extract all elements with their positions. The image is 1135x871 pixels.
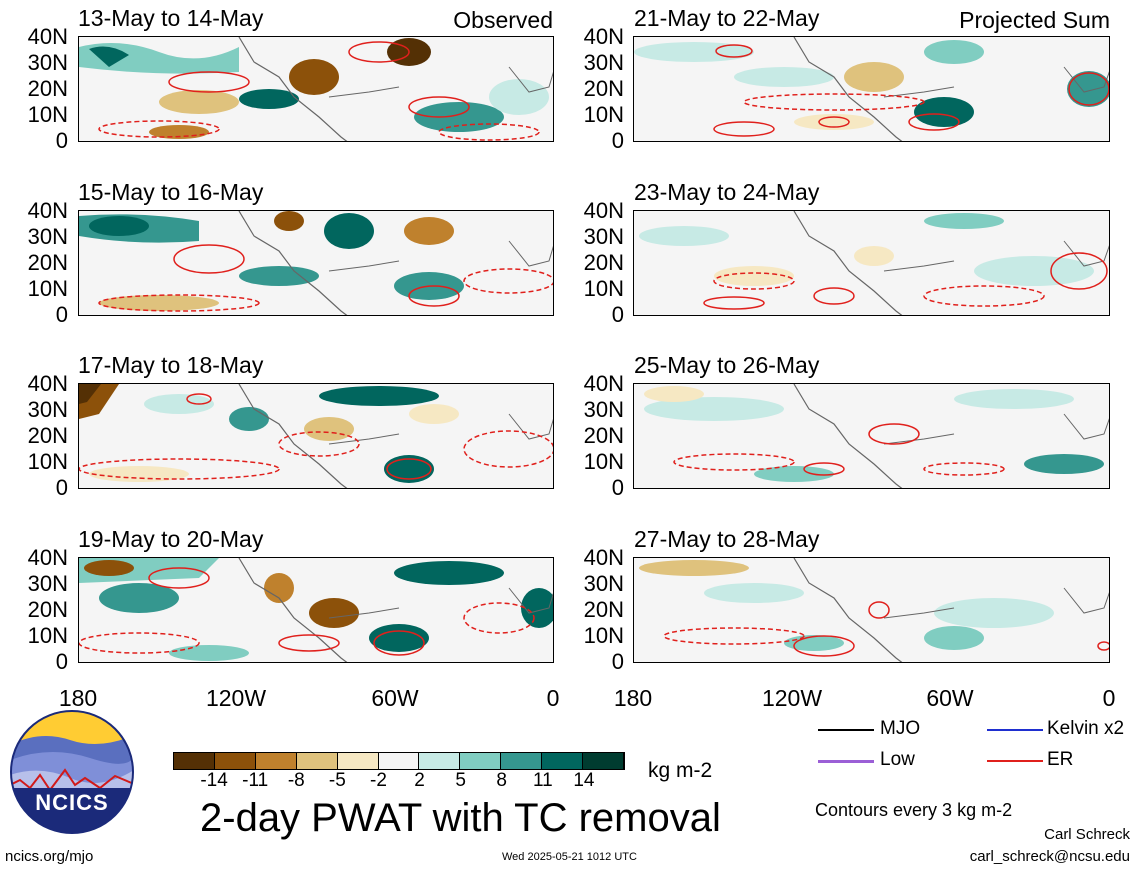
colorbar-units: kg m-2 [648,759,713,782]
main-title: 2-day PWAT with TC removal [200,796,721,840]
y-tick-label: 10N [583,623,624,648]
y-tick-label: 0 [611,302,624,327]
map-panel [633,557,1110,663]
colorbar-tick-label: -14 [200,770,228,791]
panel-title: 21-May to 22-May [634,5,820,31]
panel-title: 19-May to 20-May [78,526,264,552]
colorbar-swatch [255,753,297,769]
y-tick-label: 40N [583,371,624,396]
panel-tag-observed: Observed [453,7,553,33]
map-panel [78,210,554,316]
y-tick-label: 10N [583,449,624,474]
panel-title: 17-May to 18-May [78,352,264,378]
panel-title: 15-May to 16-May [78,179,264,205]
map-panel [78,383,554,489]
timestamp: Wed 2025-05-21 1012 UTC [502,851,637,863]
panel-title: 23-May to 24-May [634,179,820,205]
author: Carl Schreck [1044,826,1130,843]
colorbar-swatch [460,753,502,769]
panel-title: 25-May to 26-May [634,352,820,378]
contour-note: Contours every 3 kg m-2 [815,800,1013,820]
colorbar-tick-label: 14 [573,770,595,791]
y-tick-label: 10N [583,102,624,127]
colorbar-tick-label: -5 [328,770,346,791]
legend-er-line [987,760,1043,762]
panel-tag-projected: Projected Sum [959,7,1110,33]
y-tick-label: 20N [583,250,624,275]
colorbar-swatch [337,753,379,769]
colorbar [173,752,625,770]
colorbar-swatch [214,753,256,769]
colorbar-swatch [378,753,420,769]
map-panel [78,36,554,142]
colorbar-swatch [542,753,584,769]
legend-mjo-label: MJO [880,718,921,739]
y-tick-label: 20N [583,423,624,448]
y-tick-label: 0 [611,475,624,500]
colorbar-tick-label: 2 [414,770,425,791]
colorbar-tick-label: -11 [242,770,269,791]
map-panel [78,557,554,663]
legend-kelvin-label: Kelvin x2 [1047,718,1125,739]
colorbar-tick-label: 5 [455,770,466,791]
panel-title: 13-May to 14-May [78,5,264,31]
y-tick-label: 40N [583,545,624,570]
colorbar-tick-label: 8 [496,770,507,791]
map-panel [633,36,1110,142]
colorbar-swatch [583,753,624,769]
legend-kelvin-line [987,729,1043,731]
panel-title: 27-May to 28-May [634,526,820,552]
colorbar-swatch [419,753,461,769]
email: carl_schreck@ncsu.edu [969,848,1130,865]
y-tick-label: 0 [611,128,624,153]
y-tick-label: 30N [583,224,624,249]
y-tick-label: 20N [583,76,624,101]
colorbar-tick-label: 11 [532,770,553,791]
y-tick-label: 30N [583,397,624,422]
ncics-logo: NCICS [10,710,134,834]
legend-low-label: Low [880,749,915,770]
map-panel [633,383,1110,489]
legend-low-line [818,760,874,763]
colorbar-ticks: -14 -11 -8 -5 -2 2 5 8 11 14 [173,770,625,794]
y-tick-label: 40N [583,24,624,49]
logo-text: NCICS [35,790,109,815]
map-panel [633,210,1110,316]
colorbar-swatch [174,753,215,769]
colorbar-swatch [501,753,543,769]
legend-mjo-line [818,729,874,731]
y-tick-label: 10N [583,276,624,301]
y-tick-label: 20N [583,597,624,622]
colorbar-tick-label: -8 [287,770,305,791]
colorbar-tick-label: -2 [370,770,387,791]
y-tick-label: 0 [611,649,624,674]
y-tick-label: 30N [583,50,624,75]
website: ncics.org/mjo [5,848,94,865]
colorbar-swatch [296,753,338,769]
legend-er-label: ER [1047,749,1074,770]
y-tick-label: 30N [583,571,624,596]
y-tick-label: 40N [583,198,624,223]
